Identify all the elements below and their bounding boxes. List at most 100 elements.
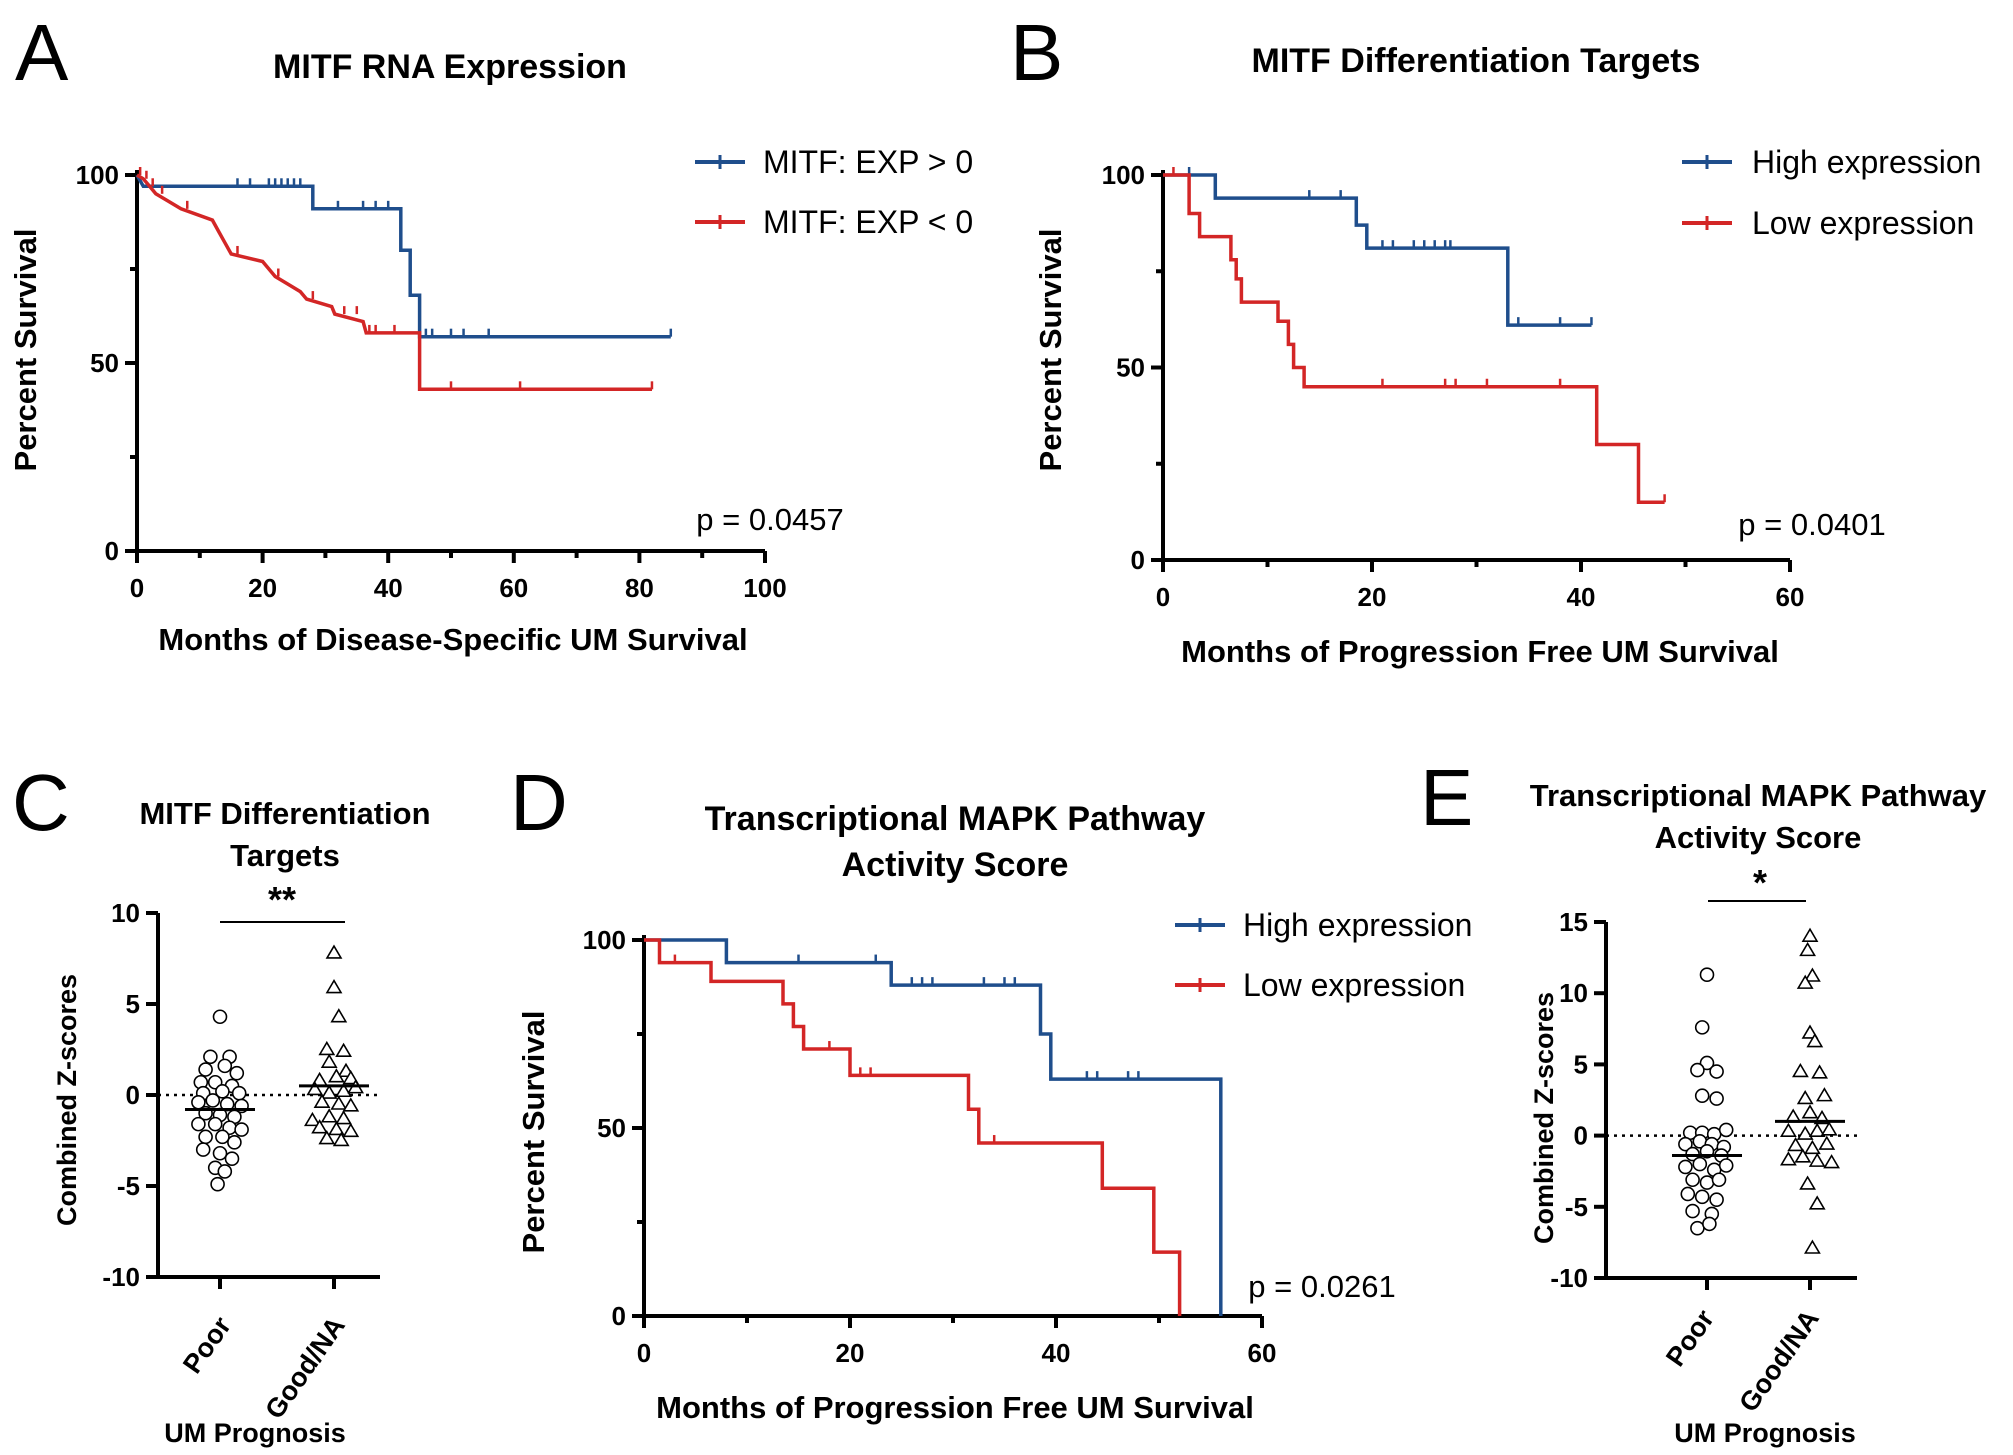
data-point-triangle: [320, 1084, 338, 1099]
data-point-triangle: [1811, 1064, 1828, 1079]
significance-marker: *: [1753, 862, 1767, 903]
y-tick-label: 50: [597, 1113, 626, 1143]
panel-letter-e: E: [1420, 753, 1473, 842]
chart-title-line-1: Transcriptional MAPK Pathway: [1530, 778, 1987, 813]
panel-b-km-plot: B MITF Differentiation Targets Percent S…: [1010, 8, 1981, 669]
data-point-triangle: [1799, 941, 1816, 957]
data-point-triangle: [1796, 1089, 1814, 1105]
legend-label: MITF: EXP < 0: [763, 204, 973, 240]
data-point-triangle: [1804, 1139, 1821, 1155]
y-axis-label: Percent Survival: [8, 229, 43, 472]
y-tick-label: 0: [1131, 545, 1145, 575]
data-point-circle: [203, 1049, 218, 1065]
data-point-circle: [1699, 967, 1715, 982]
data-point-triangle: [1808, 1122, 1826, 1138]
survival-curve: [135, 174, 671, 339]
x-tick-label: 60: [499, 573, 528, 603]
data-point-circle: [195, 1142, 211, 1157]
data-point-triangle: [1794, 1148, 1812, 1163]
data-point-triangle: [328, 1068, 345, 1083]
x-tick-label: 20: [1358, 582, 1387, 612]
chart-title: MITF Differentiation Targets: [1252, 42, 1701, 80]
data-point-triangle: [335, 1082, 352, 1098]
panel-letter-b: B: [1010, 8, 1063, 97]
panel-letter-d: D: [510, 758, 568, 847]
category-label: Good/NA: [259, 1311, 351, 1424]
x-tick-label: 40: [1567, 582, 1596, 612]
panel-e-scatter-plot: E Transcriptional MAPK Pathway Activity …: [1420, 753, 1987, 1448]
x-axis-label: Months of Progression Free UM Survival: [1181, 634, 1779, 669]
p-value-annotation: p = 0.0457: [696, 502, 843, 537]
data-point-circle: [207, 1116, 223, 1132]
x-tick-label: 40: [1042, 1338, 1071, 1368]
x-tick-label: 20: [836, 1338, 865, 1368]
data-point-triangle: [1796, 974, 1814, 989]
data-point-circle: [210, 1176, 225, 1192]
data-point-triangle: [306, 1080, 324, 1096]
y-tick-label: 0: [105, 536, 119, 566]
data-point-triangle: [318, 1130, 336, 1145]
y-tick-label: -5: [117, 1171, 140, 1201]
x-tick-label: 0: [637, 1338, 651, 1368]
panel-letter-c: C: [12, 758, 70, 847]
y-tick-label: 10: [111, 898, 140, 928]
data-point-triangle: [1801, 1104, 1819, 1119]
data-point-triangle: [1780, 1122, 1797, 1138]
data-point-circle: [1678, 1159, 1693, 1175]
plot-area: -10 -5 0 5 10: [102, 898, 380, 1292]
chart-title-line-1: MITF Differentiation: [139, 796, 430, 831]
legend: MITF: EXP > 0 MITF: EXP < 0: [695, 144, 973, 240]
y-axis-label: Percent Survival: [1033, 229, 1068, 472]
data-point-triangle: [1820, 1121, 1838, 1136]
data-point-circle: [1685, 1203, 1700, 1219]
data-point-circle: [234, 1122, 249, 1137]
y-tick-label: 0: [126, 1080, 140, 1110]
survival-curve: [136, 173, 652, 392]
data-point-circle: [198, 1129, 213, 1145]
data-point-triangle: [325, 944, 343, 959]
data-point-triangle: [1780, 1151, 1797, 1166]
data-point-triangle: [1792, 1062, 1809, 1078]
data-point-circle: [1709, 1064, 1724, 1079]
data-point-circle: [1694, 1020, 1710, 1035]
data-point-circle: [215, 1084, 230, 1099]
y-tick-label: 50: [90, 348, 119, 378]
y-axis-label: Percent Survival: [516, 1011, 551, 1254]
data-point-circle: [1699, 1055, 1715, 1071]
survival-curve: [1163, 173, 1592, 327]
y-tick-label: 100: [1102, 160, 1145, 190]
y-tick-label: -10: [1550, 1263, 1588, 1293]
plot-area: -10 -5 0 5 10 15: [1550, 907, 1857, 1293]
data-point-triangle: [1796, 1125, 1814, 1140]
plot-area: 0 20 40 60 0 50 100: [1102, 160, 1805, 612]
y-axis-label: Combined Z-scores: [1529, 992, 1559, 1244]
y-tick-label: 5: [126, 989, 140, 1019]
legend-label: Low expression: [1752, 205, 1974, 241]
data-point-triangle: [342, 1122, 360, 1138]
data-point-triangle: [1808, 1152, 1826, 1167]
panel-letter-a: A: [15, 8, 69, 97]
significance-marker: **: [268, 879, 296, 920]
data-point-triangle: [328, 1121, 345, 1136]
panel-a-km-plot: A MITF RNA Expression Percent Survival M…: [8, 8, 973, 657]
data-point-circle: [1718, 1158, 1734, 1173]
data-point-circle: [1678, 1136, 1693, 1152]
data-point-circle: [1709, 1192, 1724, 1207]
data-point-circle: [198, 1062, 213, 1077]
data-point-circle: [1694, 1189, 1710, 1205]
survival-curve: [1163, 173, 1665, 505]
data-point-triangle: [1801, 1024, 1819, 1039]
y-axis-label: Combined Z-scores: [52, 974, 82, 1226]
data-point-triangle: [1806, 1033, 1824, 1048]
x-tick-label: 100: [743, 573, 786, 603]
data-point-triangle: [1823, 1154, 1840, 1169]
data-point-circle: [215, 1129, 230, 1145]
data-point-triangle: [1804, 967, 1821, 982]
panel-d-km-plot: D Transcriptional MAPK Pathway Activity …: [510, 758, 1472, 1425]
plot-area: 0 20 40 60 80 100 0 50 100: [76, 160, 787, 603]
data-point-circle: [1699, 1175, 1715, 1190]
data-point-triangle: [320, 1108, 338, 1123]
chart-title: MITF RNA Expression: [273, 48, 627, 86]
legend-label: High expression: [1243, 907, 1472, 943]
x-tick-label: 0: [130, 573, 144, 603]
